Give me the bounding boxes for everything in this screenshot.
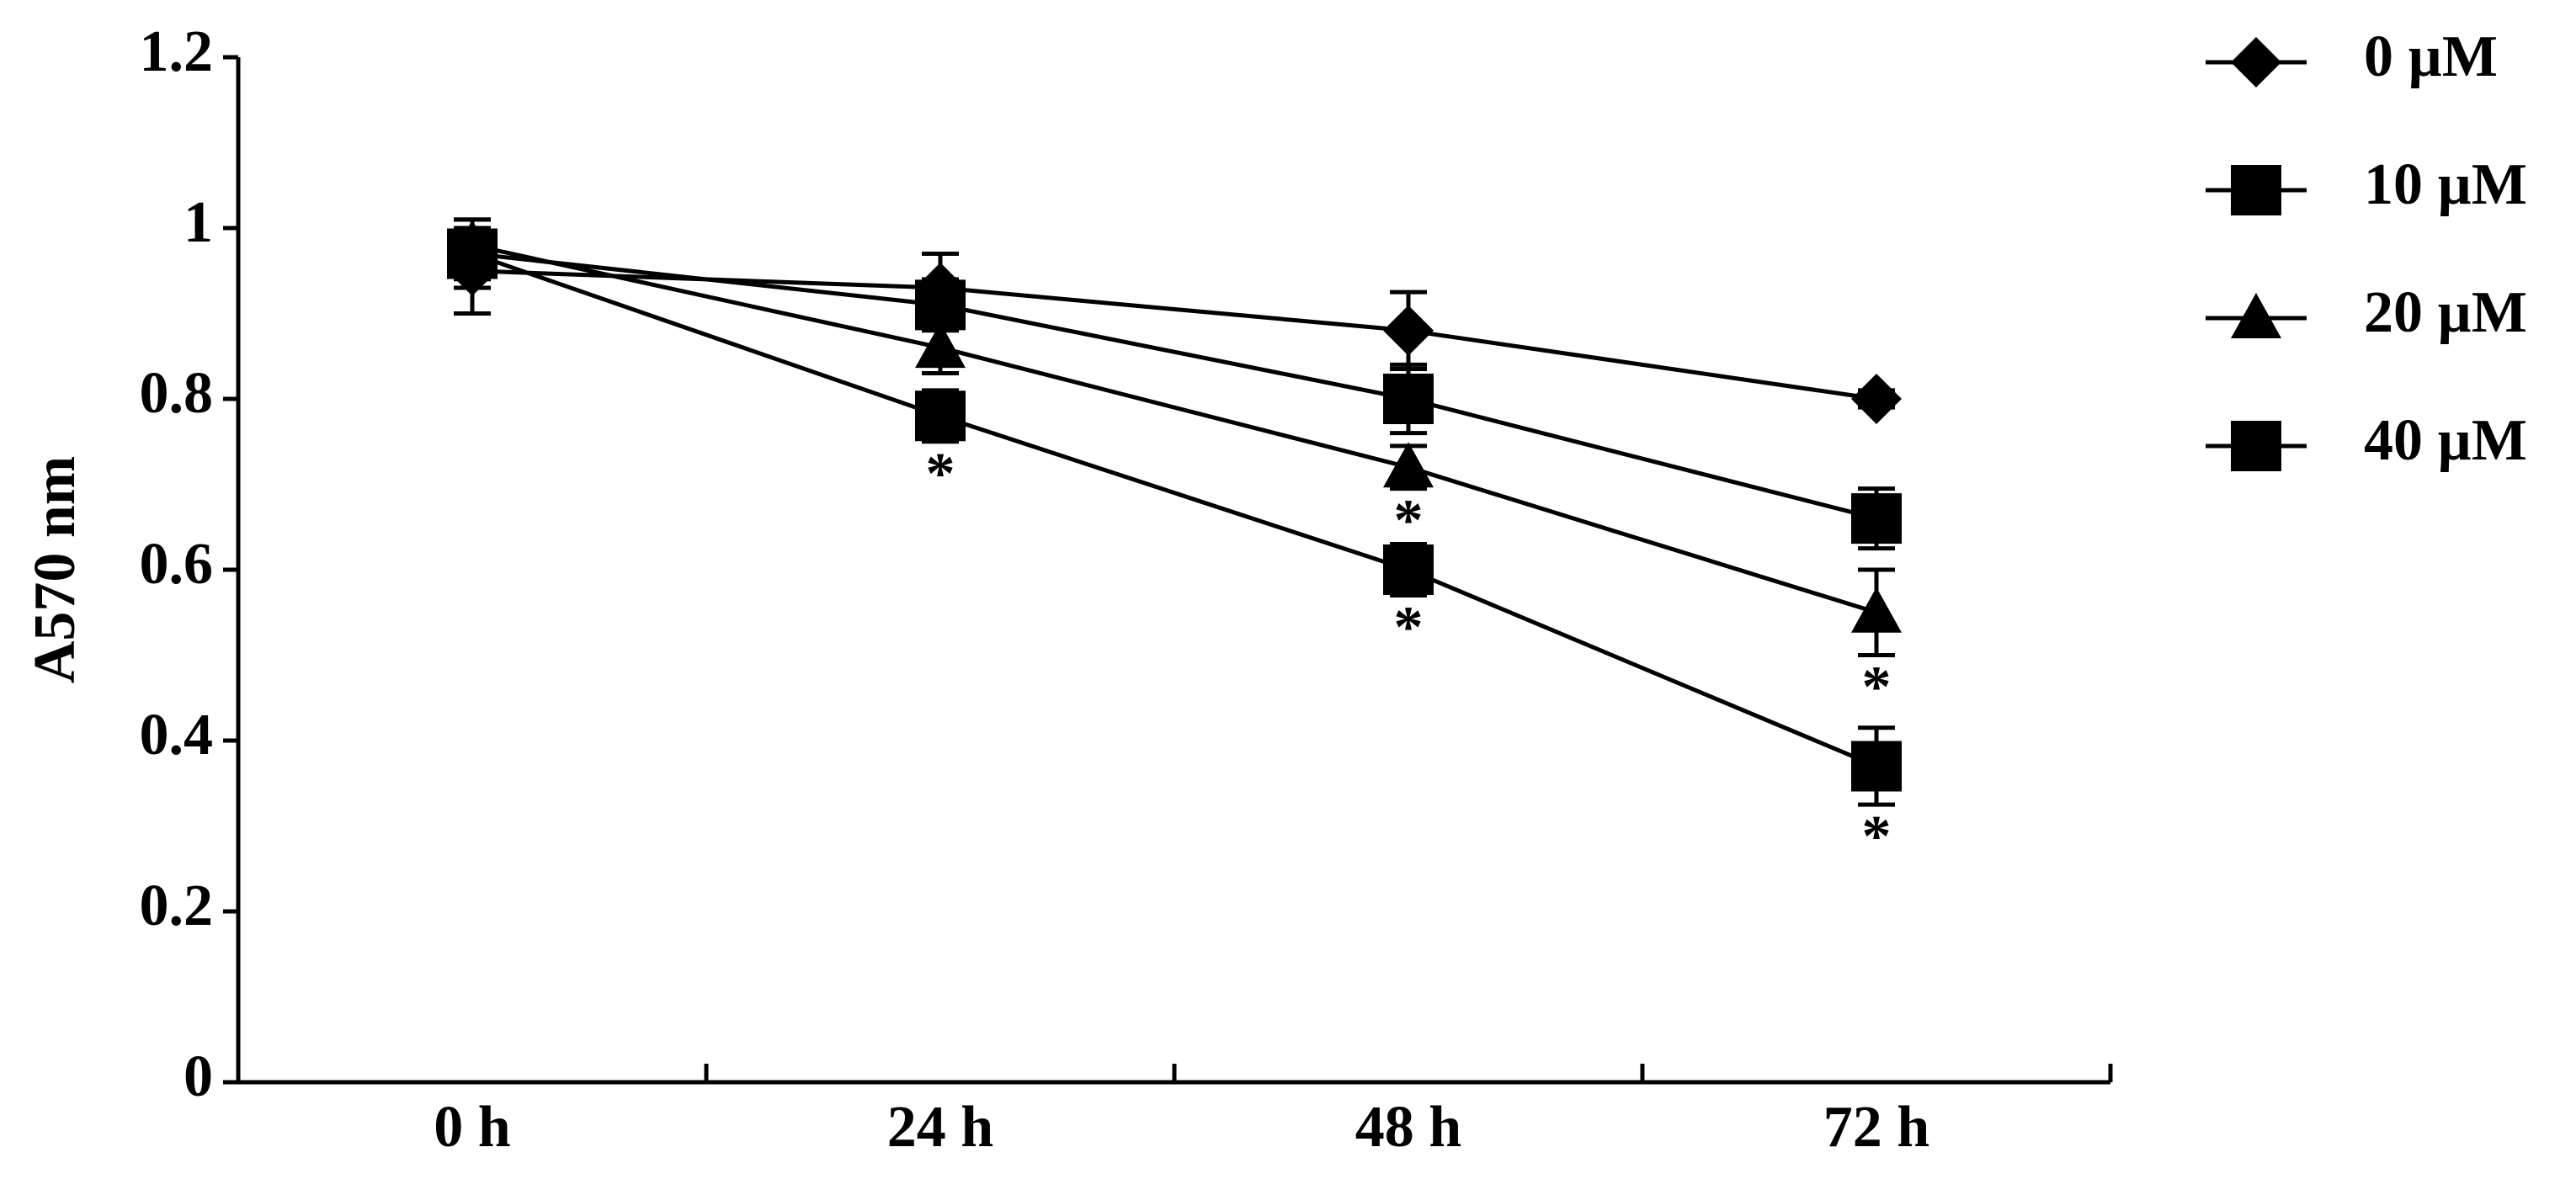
legend-label: 0 µM [2364, 24, 2498, 89]
significance-mark: * [1394, 596, 1424, 661]
y-tick-label: 0.6 [140, 532, 214, 597]
data-point [1383, 544, 1434, 595]
data-point [1383, 442, 1434, 488]
series-line [471, 242, 1877, 615]
legend-label: 40 µM [2364, 408, 2527, 473]
x-tick-label: 72 h [1823, 1095, 1929, 1160]
data-point [1851, 493, 1902, 544]
data-point [915, 322, 966, 369]
y-tick-label: 0.8 [140, 361, 214, 426]
legend-label: 20 µM [2364, 280, 2527, 345]
data-point [1383, 305, 1434, 356]
data-point [915, 390, 966, 442]
x-tick-label: 48 h [1355, 1095, 1461, 1160]
series-line [471, 252, 1877, 768]
y-tick-label: 1.2 [140, 19, 214, 84]
data-point [1851, 374, 1902, 424]
legend-marker [2231, 421, 2281, 471]
y-tick-label: 0 [184, 1044, 213, 1109]
y-tick-label: 0.2 [140, 874, 214, 938]
data-point [1851, 741, 1902, 792]
significance-mark: * [1862, 805, 1892, 869]
significance-mark: * [926, 442, 955, 507]
legend-label: 10 µM [2364, 152, 2527, 217]
legend-marker [2231, 37, 2281, 88]
significance-mark: * [1862, 656, 1892, 720]
data-point [447, 228, 498, 279]
y-tick-label: 1 [184, 190, 213, 255]
y-axis-label: A570 nm [23, 456, 88, 683]
legend-marker [2231, 293, 2281, 338]
series-line [471, 251, 1877, 521]
data-point [915, 279, 966, 331]
legend-marker [2231, 165, 2281, 215]
x-tick-label: 0 h [434, 1095, 510, 1160]
x-tick-label: 24 h [887, 1095, 993, 1160]
data-point [1383, 374, 1434, 424]
y-tick-label: 0.4 [140, 703, 214, 767]
data-point [1851, 587, 1902, 633]
